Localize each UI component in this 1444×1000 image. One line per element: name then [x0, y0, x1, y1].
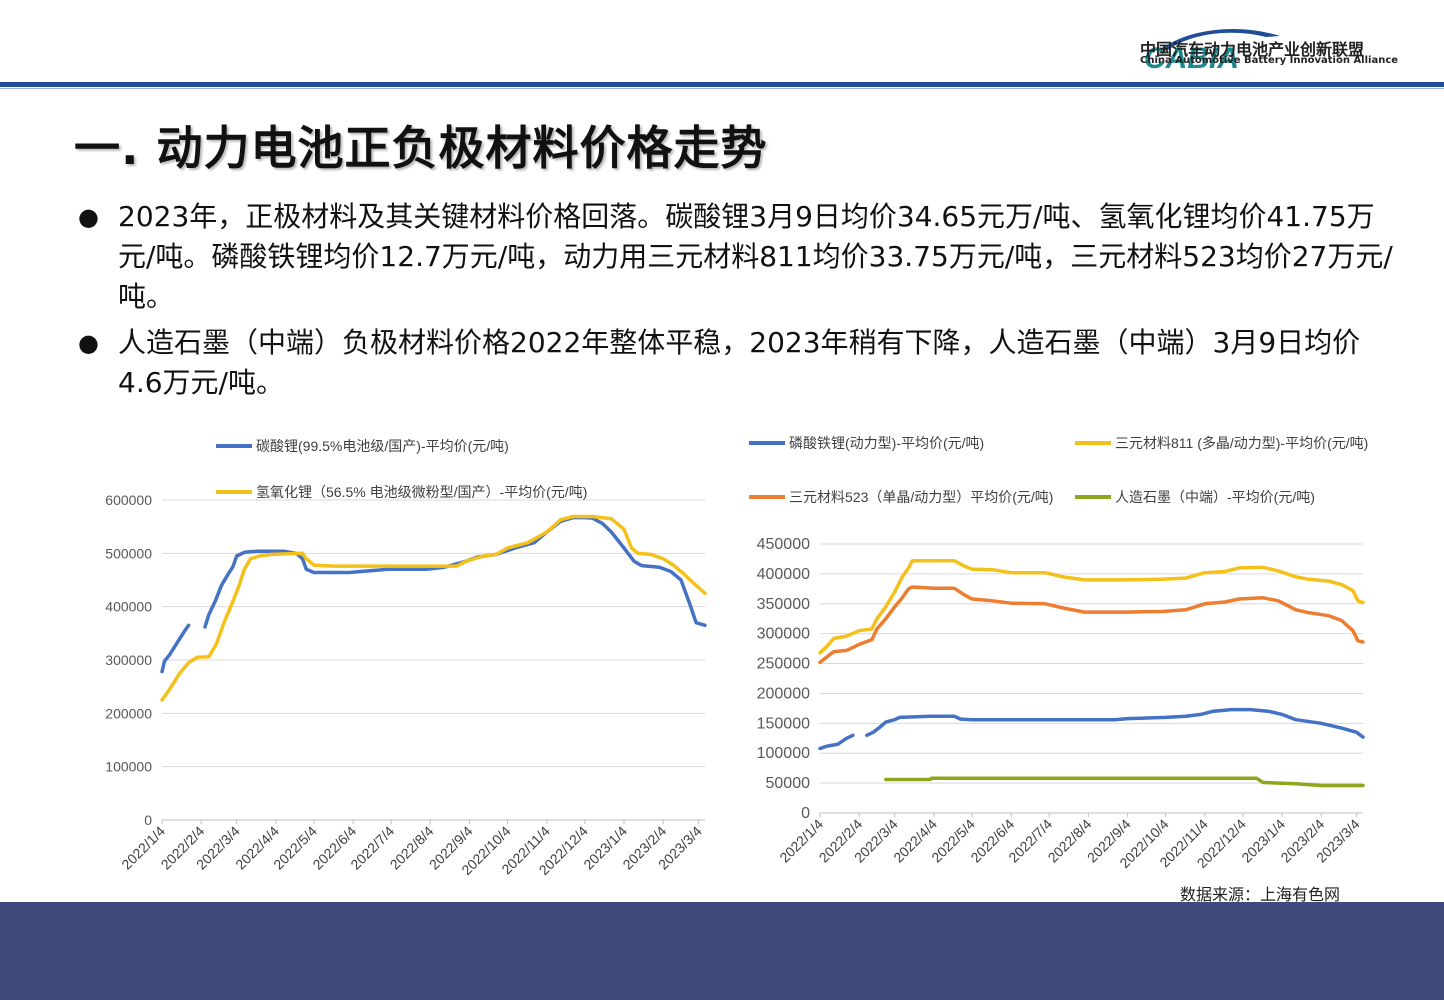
series-line [818, 707, 1365, 751]
bullet-item: ● 人造石墨（中端）负极材料价格2022年整体平稳，2023年稍有下降，人造石墨… [74, 323, 1404, 403]
header-rule-thin [0, 88, 1444, 89]
y-tick-label: 400000 [757, 566, 810, 583]
y-tick-label: 200000 [105, 705, 152, 721]
bullet-dot-icon: ● [78, 203, 99, 231]
org-name-en: China Automotive Battery Innovation Alli… [1140, 55, 1399, 66]
legend-label: 三元材料811 (多晶/动力型)-平均价(元/吨) [1115, 435, 1368, 451]
bullet-text: 2023年，正极材料及其关键材料价格回落。碳酸锂3月9日均价34.65元万/吨、… [118, 200, 1393, 313]
y-tick-label: 350000 [757, 596, 810, 613]
y-tick-label: 150000 [757, 715, 810, 732]
legend-label: 三元材料523（单晶/动力型）平均价(元/吨) [789, 489, 1053, 505]
series-line [818, 585, 1365, 665]
y-tick-label: 300000 [105, 652, 152, 668]
y-tick-label: 300000 [757, 626, 810, 643]
y-tick-label: 50000 [766, 775, 811, 792]
y-tick-label: 0 [801, 805, 810, 822]
data-source: 数据来源：上海有色网 [1180, 885, 1341, 904]
y-tick-label: 250000 [757, 656, 810, 673]
bullet-text: 人造石墨（中端）负极材料价格2022年整体平稳，2023年稍有下降，人造石墨（中… [118, 326, 1361, 399]
cabia-logo: CABIA [1144, 28, 1280, 74]
series-line [884, 776, 1365, 788]
legend-label: 磷酸铁锂(动力型)-平均价(元/吨) [789, 435, 984, 451]
y-tick-label: 100000 [105, 759, 152, 775]
series-line [160, 515, 707, 674]
footer-band [0, 902, 1444, 1000]
y-tick-label: 0 [144, 812, 152, 828]
header-rule [0, 82, 1444, 87]
org-name-cn: 中国汽车动力电池产业创新联盟 [1140, 40, 1365, 59]
legend-label: 人造石墨（中端）-平均价(元/吨) [1115, 489, 1315, 505]
series-line [160, 514, 707, 702]
page-title: 一. 动力电池正负极材料价格走势 [74, 121, 768, 175]
y-tick-label: 100000 [757, 745, 810, 762]
bullet-dot-icon: ● [78, 329, 99, 357]
legend-label: 碳酸锂(99.5%电池级/国产)-平均价(元/吨) [256, 438, 509, 454]
y-tick-label: 450000 [757, 536, 810, 553]
logo-text: CABIA [1144, 42, 1239, 74]
y-tick-label: 400000 [105, 599, 152, 615]
legend-label: 氢氧化锂（56.5% 电池级微粉型/国产）-平均价(元/吨) [256, 484, 587, 500]
y-tick-label: 500000 [105, 545, 152, 561]
y-tick-label: 600000 [105, 492, 152, 508]
bullet-list: ● 2023年，正极材料及其关键材料价格回落。碳酸锂3月9日均价34.65元万/… [74, 197, 1404, 409]
series-line [818, 558, 1365, 655]
y-tick-label: 200000 [757, 685, 810, 702]
bullet-item: ● 2023年，正极材料及其关键材料价格回落。碳酸锂3月9日均价34.65元万/… [74, 197, 1404, 317]
cathode-anode-price-chart: 0 50000 100000 150000 200000 250000 300000 3500… [749, 435, 1368, 871]
lithium-price-chart: 0100000200000300000400000500000600000202… [105, 438, 707, 878]
